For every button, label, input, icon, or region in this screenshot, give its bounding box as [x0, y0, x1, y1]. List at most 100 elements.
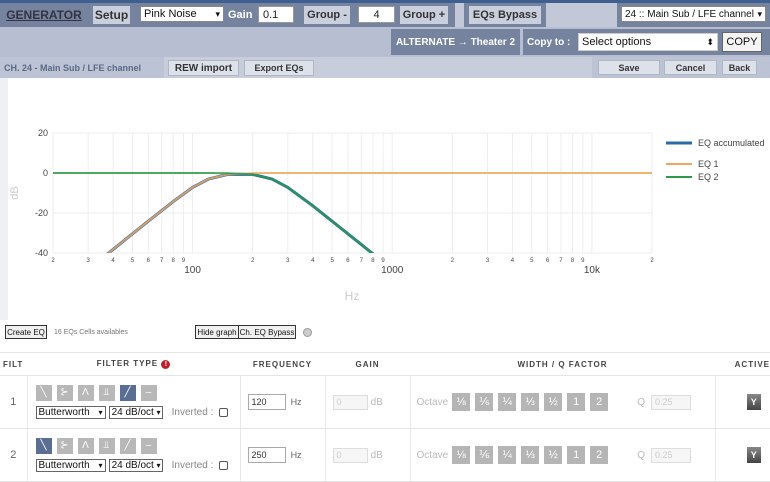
- frequency-input[interactable]: 120: [247, 394, 286, 410]
- legend-label: EQ 1: [698, 159, 719, 169]
- filter-type-low-pass-icon[interactable]: ╲: [35, 385, 52, 401]
- x-tick-label: 3: [86, 258, 90, 264]
- filter-type-flat-icon[interactable]: –: [140, 385, 157, 401]
- header-filter-type: FILTER TYPE !: [27, 352, 240, 376]
- channel-select[interactable]: 24 :: Main Sub / LFE channel ▾: [621, 6, 766, 22]
- width-button[interactable]: ¼: [498, 446, 517, 464]
- db-unit: dB: [370, 449, 383, 461]
- hz-unit: Hz: [290, 397, 302, 407]
- chevron-updown-icon: ⬍: [706, 36, 714, 47]
- legend-label: EQ accumulated: [698, 138, 765, 148]
- filter-type-flat-icon[interactable]: –: [140, 438, 157, 454]
- x-tick-label: 3: [286, 258, 290, 264]
- x-tick-label: 6: [546, 258, 550, 264]
- width-button[interactable]: ½: [544, 446, 563, 464]
- q-label: Q: [637, 397, 645, 408]
- width-button[interactable]: 1: [567, 393, 586, 411]
- copy-button[interactable]: COPY: [722, 32, 762, 52]
- width-button[interactable]: ⅛: [452, 446, 471, 464]
- design-value: Butterworth: [38, 407, 90, 418]
- group-input[interactable]: 4: [358, 6, 395, 23]
- create-eq-button[interactable]: Create EQ: [5, 325, 47, 339]
- bypass-status-indicator[interactable]: [303, 328, 312, 337]
- active-toggle-button[interactable]: Y: [746, 394, 761, 410]
- slope-select[interactable]: 24 dB/oct ▾: [108, 459, 163, 472]
- cancel-button[interactable]: Cancel: [664, 60, 717, 75]
- x-tick-label: 9: [182, 258, 186, 264]
- back-button[interactable]: Back: [722, 60, 757, 75]
- y-tick-label: -20: [35, 208, 48, 218]
- ch-eq-bypass-button[interactable]: Ch. EQ Bypass: [238, 325, 296, 339]
- width-q-cell: Octave ⅛ ⅙ ¼ ⅓ ½ 1 2 Q 0.25: [410, 428, 716, 482]
- x-tick-label: 5: [330, 258, 334, 264]
- gain-label: Gain: [228, 9, 253, 21]
- filter-type-low-shelf-icon[interactable]: ⊱: [56, 385, 73, 401]
- filter-number: 2: [0, 428, 28, 482]
- filter-type-cell: ╲ ⊱ Λ ⫫ ╱ – Butterworth ▾ 24 dB/oct ▾ Inverted …: [27, 375, 241, 429]
- chevron-down-icon: ▾: [98, 408, 103, 417]
- export-eqs-button[interactable]: Export EQs: [244, 60, 314, 76]
- db-unit: dB: [370, 396, 383, 408]
- width-button[interactable]: ⅓: [521, 446, 540, 464]
- width-button[interactable]: ⅙: [475, 446, 494, 464]
- group-plus-button[interactable]: Group +: [400, 6, 448, 24]
- table-row: 1 ╲ ⊱ Λ ⫫ ╱ – Butterworth ▾ 24 dB/oct ▾ Inverte…: [0, 375, 770, 429]
- x-tick-label: 2: [650, 258, 654, 264]
- frequency-input[interactable]: 250: [247, 447, 286, 463]
- rew-import-button[interactable]: REW import: [168, 60, 239, 76]
- filter-type-high-shelf-icon[interactable]: ⫫: [98, 385, 115, 401]
- save-button[interactable]: Save: [598, 60, 660, 75]
- design-select[interactable]: Butterworth ▾: [35, 406, 106, 419]
- inverted-checkbox[interactable]: [219, 407, 229, 417]
- filter-type-high-shelf-icon[interactable]: ⫫: [98, 438, 115, 454]
- filter-type-high-pass-icon[interactable]: ╱: [119, 385, 136, 401]
- y-tick-label: 20: [38, 128, 48, 138]
- gain-input[interactable]: 0.1: [258, 6, 294, 23]
- inverted-label: Inverted :: [171, 460, 214, 471]
- chevron-down-icon: ▾: [757, 8, 762, 19]
- width-button[interactable]: ⅓: [521, 393, 540, 411]
- alternate-theater-button[interactable]: ALTERNATE → Theater 2: [391, 29, 520, 55]
- filter-type-low-shelf-icon[interactable]: ⊱: [56, 438, 73, 454]
- signal-select[interactable]: Pink Noise ▾: [140, 6, 224, 22]
- design-select[interactable]: Butterworth ▾: [35, 459, 106, 472]
- x-tick-label: 2: [51, 258, 55, 264]
- x-tick-label: 8: [172, 258, 176, 264]
- copy-to-select[interactable]: Select options ⬍: [578, 33, 718, 51]
- inverted-checkbox[interactable]: [219, 460, 229, 470]
- legend-label: EQ 2: [698, 172, 719, 182]
- width-button[interactable]: ¼: [498, 393, 517, 411]
- active-toggle-button[interactable]: Y: [746, 447, 761, 463]
- channel-toolbar: CH. 24 - Main Sub / LFE channel REW impo…: [0, 57, 770, 78]
- y-axis-label: dB: [9, 186, 21, 199]
- octave-label: Octave: [416, 397, 449, 408]
- width-button[interactable]: 2: [590, 446, 609, 464]
- generator-button[interactable]: GENERATOR: [6, 8, 82, 22]
- inverted-label: Inverted :: [171, 407, 214, 418]
- active-cell: Y: [715, 428, 770, 482]
- width-button[interactable]: ⅙: [475, 393, 494, 411]
- generator-toolbar: GENERATOR Setup Pink Noise ▾ Gain 0.1 Gro…: [0, 3, 770, 27]
- filter-type-peak-icon[interactable]: Λ: [77, 385, 94, 401]
- alert-icon[interactable]: !: [161, 360, 171, 369]
- width-button[interactable]: 1: [567, 446, 586, 464]
- width-button[interactable]: ½: [544, 393, 563, 411]
- width-button[interactable]: ⅛: [452, 393, 471, 411]
- filter-number: 1: [0, 375, 28, 429]
- x-axis-label: Hz: [345, 289, 360, 303]
- filter-type-peak-icon[interactable]: Λ: [77, 438, 94, 454]
- copy-toolbar: ALTERNATE → Theater 2 Copy to : Select o…: [0, 27, 770, 57]
- hide-graph-button[interactable]: Hide graph: [195, 325, 239, 339]
- hz-unit: Hz: [290, 450, 302, 460]
- channel-label: CH. 24 - Main Sub / LFE channel: [0, 57, 164, 78]
- width-button[interactable]: 2: [590, 393, 609, 411]
- setup-button[interactable]: Setup: [93, 6, 130, 24]
- x-tick-label: 3: [486, 258, 490, 264]
- filter-type-high-pass-icon[interactable]: ╱: [119, 438, 136, 454]
- x-tick-label: 2: [251, 258, 255, 264]
- group-minus-button[interactable]: Group -: [304, 6, 350, 24]
- slope-select[interactable]: 24 dB/oct ▾: [108, 406, 163, 419]
- slope-value: 24 dB/oct: [111, 460, 154, 471]
- filter-type-low-pass-icon[interactable]: ╲: [35, 438, 52, 454]
- eqs-bypass-button[interactable]: EQs Bypass: [469, 6, 541, 24]
